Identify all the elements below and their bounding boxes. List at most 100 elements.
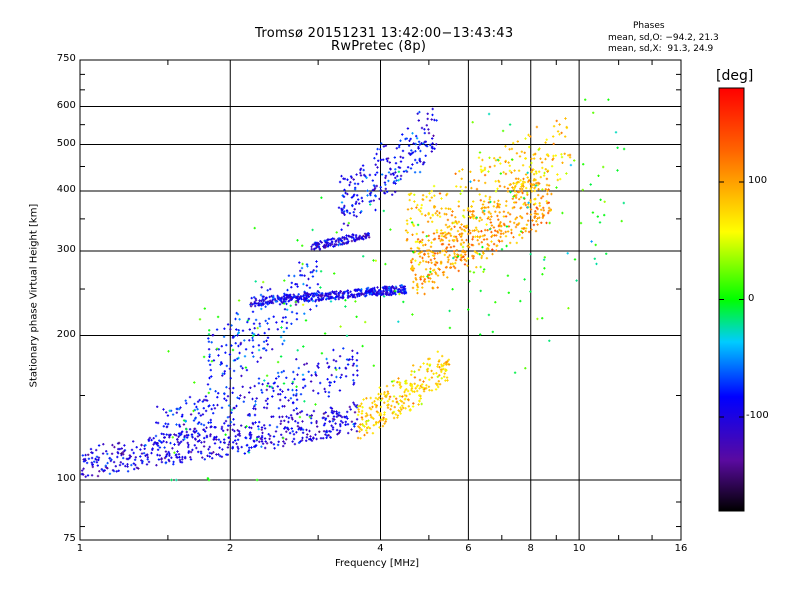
data-point	[435, 231, 439, 234]
data-point	[396, 174, 399, 178]
data-point	[130, 463, 133, 467]
data-point	[291, 401, 295, 405]
data-point	[554, 154, 557, 157]
data-point	[369, 199, 373, 203]
data-point	[355, 200, 358, 204]
data-point	[464, 253, 467, 256]
data-point	[440, 197, 443, 200]
data-point	[253, 384, 256, 388]
data-point	[299, 440, 302, 443]
data-point	[479, 333, 482, 336]
data-point	[447, 207, 450, 210]
data-point	[382, 158, 385, 161]
data-point	[398, 166, 402, 169]
data-point	[257, 377, 261, 380]
data-point	[447, 231, 450, 235]
data-point	[179, 406, 182, 409]
data-point	[575, 279, 578, 282]
data-point	[337, 414, 341, 417]
data-point	[137, 467, 140, 470]
data-point	[448, 309, 451, 313]
data-point	[120, 447, 123, 450]
data-point	[142, 452, 146, 455]
data-point	[383, 413, 386, 416]
data-point	[436, 375, 439, 378]
data-point	[208, 329, 211, 332]
data-point	[366, 189, 369, 192]
data-point	[315, 292, 318, 295]
data-point	[156, 453, 159, 457]
data-point	[264, 319, 267, 323]
data-point	[322, 416, 325, 419]
data-point	[84, 475, 87, 478]
data-point	[439, 239, 442, 243]
data-point	[348, 183, 351, 187]
data-point	[390, 289, 393, 293]
data-point	[342, 296, 345, 299]
data-point	[396, 414, 400, 417]
data-point	[446, 256, 450, 259]
data-point	[152, 437, 155, 440]
chart-title: Tromsø 20151231 13:42:00−13:43:43	[255, 26, 514, 41]
data-point	[361, 409, 364, 413]
data-point	[324, 411, 327, 414]
data-point	[380, 173, 384, 176]
data-point	[411, 233, 414, 236]
data-point	[446, 232, 449, 236]
data-point	[430, 241, 433, 244]
data-point	[333, 292, 337, 295]
data-point	[537, 148, 540, 151]
data-point	[122, 453, 125, 456]
data-point	[388, 397, 391, 401]
data-point	[515, 216, 518, 219]
data-point	[414, 276, 417, 280]
data-point	[391, 400, 395, 403]
data-point	[265, 374, 269, 377]
data-point	[376, 286, 379, 289]
data-point	[453, 266, 457, 270]
data-point	[361, 344, 364, 348]
data-point	[431, 107, 434, 111]
data-point	[264, 301, 268, 305]
data-point	[378, 396, 381, 399]
data-point	[356, 405, 360, 408]
data-point	[116, 451, 119, 454]
data-point	[592, 111, 595, 114]
data-point	[489, 221, 493, 224]
data-point	[276, 294, 279, 298]
data-point	[390, 380, 394, 383]
data-point	[479, 199, 482, 202]
data-point	[339, 376, 342, 379]
data-point	[501, 129, 505, 133]
data-point	[177, 453, 181, 456]
data-point	[479, 165, 483, 168]
data-point	[540, 161, 544, 164]
data-point	[218, 454, 222, 458]
data-point	[335, 368, 338, 371]
data-point	[356, 374, 359, 377]
data-point	[325, 294, 329, 297]
data-point	[599, 198, 602, 201]
data-point	[147, 460, 151, 464]
data-point	[429, 277, 432, 280]
data-point	[344, 423, 347, 426]
data-point	[232, 423, 236, 426]
data-point	[262, 295, 265, 298]
data-point	[399, 177, 402, 181]
data-point	[326, 414, 330, 418]
data-point	[306, 294, 310, 297]
data-point	[401, 156, 405, 159]
data-point	[378, 413, 381, 417]
data-point	[169, 441, 172, 445]
data-point	[534, 210, 537, 213]
data-point	[398, 410, 402, 413]
data-point	[425, 384, 428, 387]
data-point	[493, 157, 496, 160]
data-point	[314, 433, 317, 436]
data-point	[343, 213, 346, 216]
data-point	[253, 226, 256, 230]
data-point	[254, 280, 257, 283]
data-point	[364, 320, 367, 324]
data-point	[381, 424, 385, 428]
data-point	[353, 188, 357, 191]
